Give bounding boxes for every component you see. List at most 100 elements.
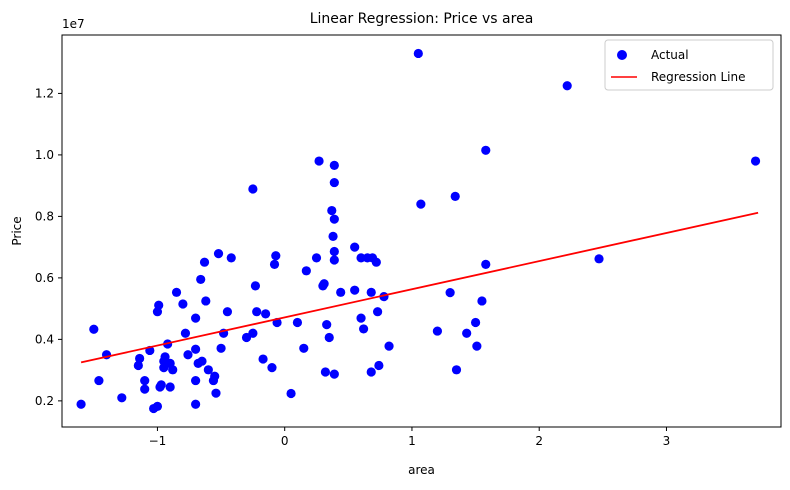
y-tick-label: 0.2: [35, 394, 54, 408]
data-point: [445, 288, 455, 298]
data-point: [180, 328, 191, 338]
data-point: [356, 253, 366, 263]
y-tick-label: 0.4: [35, 332, 54, 346]
data-point: [462, 328, 472, 338]
x-axis-ticks: −1 0 1 2 3: [149, 427, 670, 448]
data-point: [94, 375, 104, 386]
data-point: [481, 145, 491, 155]
data-point: [328, 231, 338, 241]
data-point: [384, 341, 394, 351]
data-point: [252, 307, 262, 317]
data-point: [222, 307, 233, 317]
data-point: [165, 382, 175, 392]
data-point: [371, 257, 381, 267]
y-axis-ticks: 0.2 0.4 0.6 0.8 1.0 1.2: [35, 86, 62, 408]
data-point: [135, 353, 145, 364]
data-point: [216, 343, 226, 353]
data-point: [594, 254, 604, 264]
data-point: [191, 313, 201, 323]
data-point: [197, 356, 207, 366]
legend-actual-marker: [617, 50, 627, 60]
plot-area-frame: [61, 34, 782, 428]
data-point: [117, 393, 127, 403]
scatter-points: [76, 48, 761, 414]
data-point: [562, 81, 572, 91]
data-point: [191, 399, 201, 409]
data-point: [160, 352, 170, 362]
y-axis-title: Price: [10, 216, 24, 245]
data-point: [450, 191, 460, 202]
y-tick-label: 1.0: [35, 148, 54, 162]
data-point: [140, 384, 150, 394]
y-tick-label: 1.2: [35, 86, 54, 100]
data-point: [201, 296, 211, 306]
regression-line-layer: [80, 211, 759, 364]
data-point: [366, 367, 376, 377]
data-point: [329, 160, 339, 170]
data-point: [336, 287, 346, 297]
data-point: [372, 307, 383, 317]
data-point: [133, 360, 143, 371]
data-point: [301, 266, 311, 276]
data-point: [299, 343, 309, 353]
data-point: [213, 248, 224, 259]
y-scale-label: 1e7: [62, 17, 85, 31]
data-point: [156, 380, 166, 390]
data-point: [320, 367, 331, 377]
data-point: [271, 251, 281, 261]
data-point: [199, 257, 210, 267]
data-point: [196, 274, 206, 285]
data-point: [314, 156, 324, 166]
x-tick-label: −1: [149, 434, 167, 448]
data-point: [203, 365, 213, 375]
data-point: [319, 279, 329, 289]
data-point: [374, 360, 384, 371]
legend-box: [604, 39, 774, 91]
data-point: [432, 326, 443, 336]
x-tick-label: 1: [408, 434, 416, 448]
x-axis-title: area: [408, 463, 435, 477]
data-point: [267, 363, 277, 373]
data-point: [329, 246, 339, 257]
data-point: [171, 287, 182, 297]
data-point: [750, 156, 761, 166]
data-point: [248, 184, 258, 194]
data-point: [451, 365, 462, 375]
data-point: [89, 324, 99, 334]
y-tick-label: 0.6: [35, 271, 54, 285]
data-point: [350, 242, 360, 252]
data-point: [250, 281, 261, 291]
data-point: [183, 350, 193, 360]
data-point: [211, 388, 221, 398]
data-point: [311, 253, 322, 263]
data-point: [140, 375, 150, 386]
data-point: [152, 401, 163, 412]
data-point: [356, 313, 366, 323]
data-point: [477, 296, 487, 306]
data-point: [366, 287, 376, 297]
data-point: [329, 177, 339, 188]
data-point: [178, 299, 188, 309]
data-point: [248, 328, 258, 338]
data-point: [329, 214, 339, 224]
data-point: [481, 259, 491, 269]
data-point: [76, 399, 86, 409]
data-point: [226, 253, 236, 263]
y-tick-label: 0.8: [35, 209, 54, 223]
data-point: [358, 324, 369, 334]
data-point: [324, 332, 334, 343]
legend-regression-line-label: Regression Line: [651, 70, 745, 84]
x-tick-label: 0: [281, 434, 289, 448]
data-point: [154, 300, 164, 310]
data-point: [168, 365, 178, 375]
data-point: [286, 388, 296, 399]
data-point: [191, 375, 201, 386]
data-point: [292, 317, 303, 328]
data-point: [261, 309, 271, 319]
data-point: [416, 199, 426, 209]
data-point: [191, 344, 201, 354]
data-point: [413, 48, 423, 59]
legend: Actual Regression Line: [604, 39, 774, 91]
data-point: [322, 320, 332, 330]
legend-actual-label: Actual: [651, 48, 689, 62]
